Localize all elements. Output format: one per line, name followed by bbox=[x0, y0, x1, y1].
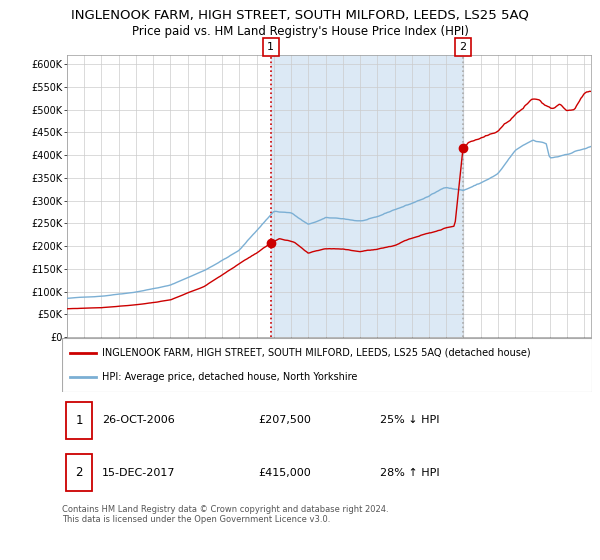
Bar bbox=[263, 38, 279, 55]
Bar bbox=[66, 402, 92, 439]
Bar bbox=[271, 55, 463, 337]
Bar bbox=[455, 38, 471, 55]
Text: 25% ↓ HPI: 25% ↓ HPI bbox=[380, 416, 439, 425]
Text: INGLENOOK FARM, HIGH STREET, SOUTH MILFORD, LEEDS, LS25 5AQ (detached house): INGLENOOK FARM, HIGH STREET, SOUTH MILFO… bbox=[102, 348, 530, 358]
Text: 2: 2 bbox=[459, 41, 466, 52]
Text: 2: 2 bbox=[75, 466, 83, 479]
Text: 28% ↑ HPI: 28% ↑ HPI bbox=[380, 468, 440, 478]
Text: 1: 1 bbox=[75, 414, 83, 427]
Text: Price paid vs. HM Land Registry's House Price Index (HPI): Price paid vs. HM Land Registry's House … bbox=[131, 25, 469, 38]
Text: Contains HM Land Registry data © Crown copyright and database right 2024.
This d: Contains HM Land Registry data © Crown c… bbox=[62, 505, 389, 524]
Text: INGLENOOK FARM, HIGH STREET, SOUTH MILFORD, LEEDS, LS25 5AQ: INGLENOOK FARM, HIGH STREET, SOUTH MILFO… bbox=[71, 9, 529, 22]
Text: £415,000: £415,000 bbox=[258, 468, 311, 478]
Text: HPI: Average price, detached house, North Yorkshire: HPI: Average price, detached house, Nort… bbox=[102, 372, 357, 382]
Text: £207,500: £207,500 bbox=[258, 416, 311, 425]
Text: 15-DEC-2017: 15-DEC-2017 bbox=[102, 468, 175, 478]
Bar bbox=[66, 454, 92, 492]
Text: 1: 1 bbox=[267, 41, 274, 52]
Text: 26-OCT-2006: 26-OCT-2006 bbox=[102, 416, 175, 425]
